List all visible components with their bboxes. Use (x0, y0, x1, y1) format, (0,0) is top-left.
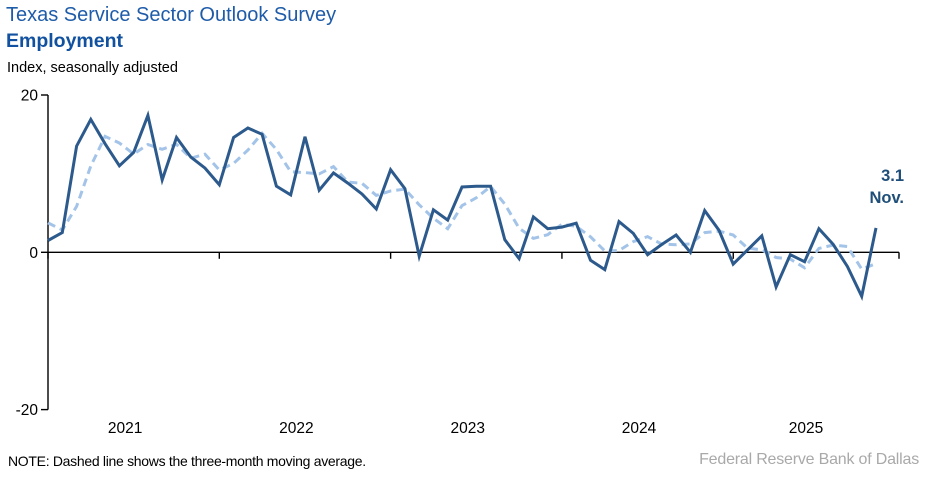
y-axis-unit-label: Index, seasonally adjusted (7, 60, 178, 76)
last-point-annotation: 3.1 Nov. (869, 165, 904, 209)
svg-text:2025: 2025 (789, 420, 823, 437)
svg-text:20: 20 (21, 88, 39, 105)
svg-text:2021: 2021 (108, 420, 142, 437)
source-attribution: Federal Reserve Bank of Dallas (699, 451, 919, 468)
svg-text:2022: 2022 (279, 420, 313, 437)
svg-text:2024: 2024 (622, 420, 657, 437)
svg-text:2023: 2023 (450, 420, 484, 437)
svg-text:-20: -20 (16, 402, 39, 419)
last-point-month: Nov. (869, 189, 904, 207)
last-point-value: 3.1 (881, 167, 904, 185)
chart-subtitle: Employment (6, 30, 124, 52)
svg-text:0: 0 (29, 245, 38, 262)
footnote: NOTE: Dashed line shows the three-month … (8, 453, 366, 469)
chart-title: Texas Service Sector Outlook Survey (6, 4, 337, 26)
